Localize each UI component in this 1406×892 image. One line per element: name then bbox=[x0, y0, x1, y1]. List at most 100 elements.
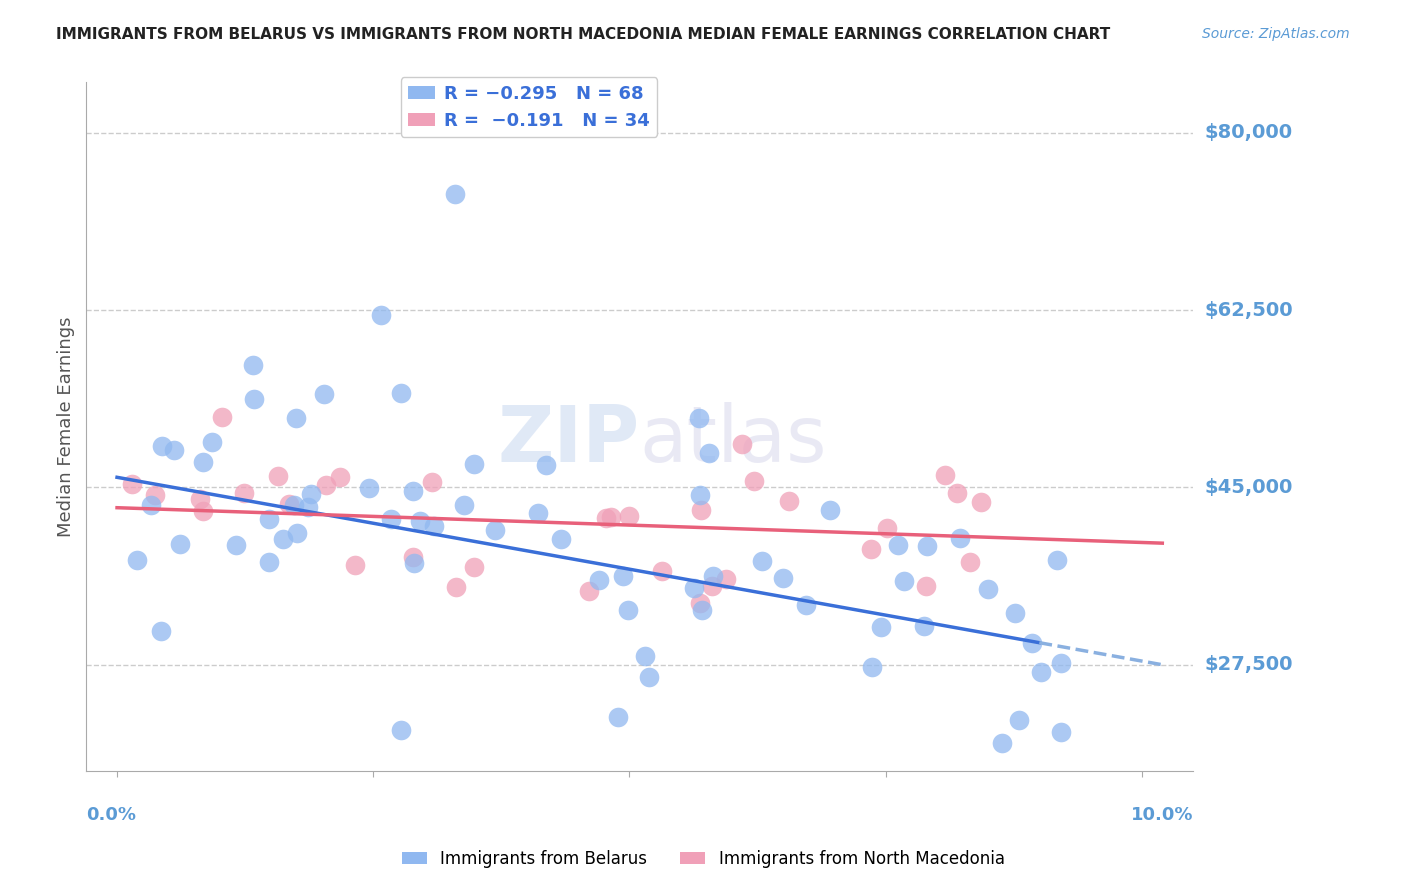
Point bbox=[232, 486, 254, 500]
Point bbox=[370, 308, 392, 322]
Point bbox=[357, 481, 380, 495]
Point bbox=[312, 387, 335, 401]
Point bbox=[612, 569, 634, 583]
Point bbox=[267, 468, 290, 483]
Point bbox=[915, 579, 938, 593]
Point bbox=[690, 603, 713, 617]
Point bbox=[193, 455, 215, 469]
Point bbox=[912, 619, 935, 633]
Point bbox=[638, 670, 661, 684]
Point bbox=[409, 514, 432, 528]
Point bbox=[285, 526, 308, 541]
Point bbox=[697, 445, 720, 459]
Point bbox=[689, 488, 711, 502]
Text: $27,500: $27,500 bbox=[1204, 656, 1292, 674]
Point bbox=[1021, 636, 1043, 650]
Point bbox=[1004, 606, 1026, 620]
Point bbox=[859, 541, 882, 556]
Point bbox=[389, 386, 412, 401]
Point bbox=[402, 556, 425, 570]
Text: $62,500: $62,500 bbox=[1204, 301, 1292, 319]
Point bbox=[959, 555, 981, 569]
Point bbox=[617, 508, 640, 523]
Point bbox=[689, 596, 711, 610]
Point bbox=[1046, 553, 1069, 567]
Point bbox=[818, 503, 841, 517]
Point bbox=[595, 511, 617, 525]
Point bbox=[423, 518, 446, 533]
Point bbox=[299, 487, 322, 501]
Point bbox=[946, 485, 969, 500]
Point bbox=[444, 186, 467, 201]
Point bbox=[860, 659, 883, 673]
Point bbox=[778, 494, 800, 508]
Point bbox=[702, 569, 724, 583]
Point bbox=[242, 358, 264, 372]
Point bbox=[243, 392, 266, 406]
Legend: Immigrants from Belarus, Immigrants from North Macedonia: Immigrants from Belarus, Immigrants from… bbox=[395, 844, 1011, 875]
Point bbox=[588, 573, 610, 587]
Point bbox=[391, 723, 413, 738]
Point bbox=[257, 512, 280, 526]
Point bbox=[444, 580, 467, 594]
Point bbox=[402, 549, 425, 564]
Point bbox=[714, 572, 737, 586]
Point bbox=[201, 435, 224, 450]
Point bbox=[297, 500, 319, 515]
Point bbox=[1050, 725, 1073, 739]
Text: $80,000: $80,000 bbox=[1204, 123, 1292, 143]
Point bbox=[225, 538, 247, 552]
Legend: R = −0.295   N = 68, R =  −0.191   N = 34: R = −0.295 N = 68, R = −0.191 N = 34 bbox=[401, 78, 657, 136]
Point bbox=[550, 532, 572, 546]
Point bbox=[970, 494, 993, 508]
Point bbox=[463, 457, 485, 471]
Point bbox=[420, 475, 443, 489]
Point bbox=[977, 582, 1000, 597]
Text: atlas: atlas bbox=[640, 402, 827, 478]
Point bbox=[139, 498, 162, 512]
Point bbox=[402, 483, 425, 498]
Text: 0.0%: 0.0% bbox=[86, 805, 136, 823]
Point bbox=[191, 504, 214, 518]
Point bbox=[600, 510, 623, 524]
Point bbox=[343, 558, 366, 572]
Point bbox=[742, 474, 765, 488]
Point bbox=[893, 574, 915, 588]
Point bbox=[150, 439, 173, 453]
Point bbox=[188, 492, 211, 507]
Point bbox=[606, 710, 628, 724]
Y-axis label: Median Female Earnings: Median Female Earnings bbox=[58, 317, 75, 537]
Point bbox=[125, 553, 148, 567]
Point bbox=[453, 498, 475, 512]
Point bbox=[870, 620, 893, 634]
Point bbox=[463, 560, 485, 574]
Text: Source: ZipAtlas.com: Source: ZipAtlas.com bbox=[1202, 27, 1350, 41]
Point bbox=[690, 503, 713, 517]
Point bbox=[751, 554, 773, 568]
Text: $45,000: $45,000 bbox=[1204, 478, 1292, 497]
Point bbox=[526, 506, 548, 520]
Point bbox=[949, 531, 972, 545]
Point bbox=[162, 443, 184, 458]
Point bbox=[1008, 714, 1031, 728]
Point bbox=[278, 498, 301, 512]
Point bbox=[578, 584, 600, 599]
Point bbox=[283, 498, 305, 512]
Point bbox=[484, 523, 506, 537]
Point bbox=[211, 409, 233, 424]
Point bbox=[700, 580, 723, 594]
Text: 10.0%: 10.0% bbox=[1130, 805, 1194, 823]
Point bbox=[257, 555, 280, 569]
Point bbox=[682, 581, 704, 595]
Point bbox=[380, 511, 402, 525]
Point bbox=[887, 538, 910, 552]
Point bbox=[534, 458, 557, 472]
Point bbox=[634, 648, 657, 663]
Point bbox=[169, 537, 191, 551]
Point bbox=[329, 470, 352, 484]
Text: ZIP: ZIP bbox=[498, 402, 640, 478]
Point bbox=[688, 410, 710, 425]
Point bbox=[731, 437, 754, 451]
Point bbox=[121, 477, 143, 491]
Point bbox=[315, 477, 337, 491]
